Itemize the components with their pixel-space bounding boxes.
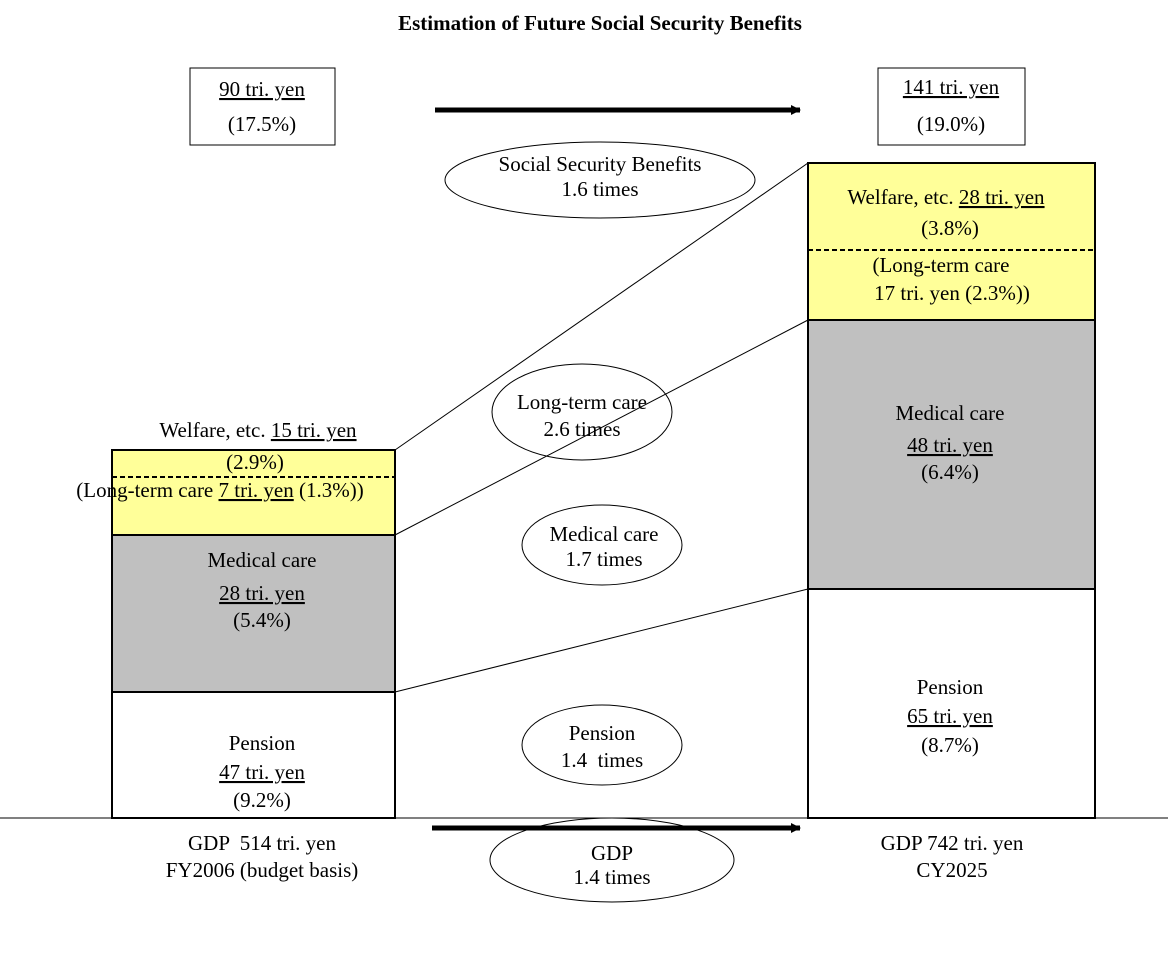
left-medical-label: Medical care	[207, 548, 316, 572]
label: Welfare, etc.	[159, 418, 265, 442]
left-welfare: Welfare, etc. 15 tri. yen	[159, 418, 357, 442]
label: Welfare, etc.	[847, 185, 953, 209]
right-gdp: GDP 742 tri. yen	[881, 831, 1024, 855]
ratio-ellipse	[489, 817, 735, 903]
right-ltc-label: (Long-term care	[872, 253, 1009, 277]
left-total-share: (17.5%)	[228, 112, 296, 136]
left-ltc: (Long-term care 7 tri. yen (1.3%))	[76, 478, 363, 502]
left-pension-block	[111, 691, 396, 819]
left-gdp: GDP 514 tri. yen	[188, 831, 336, 855]
label: (Long-term care	[76, 478, 213, 502]
left-total-box	[189, 67, 336, 146]
right-total: 141 tri. yen	[903, 75, 1000, 99]
left-medical-amount: 28 tri. yen	[219, 581, 305, 605]
ratio-ellipse	[521, 704, 683, 786]
right-pension-label: Pension	[917, 675, 984, 699]
right-welfare-share: (3.8%)	[921, 216, 979, 240]
left-medical-share: (5.4%)	[233, 608, 291, 632]
ratio-value: 1.4 times	[561, 748, 643, 772]
connector	[394, 319, 809, 536]
right-medical-label: Medical care	[895, 401, 1004, 425]
ratio-ellipse	[491, 363, 673, 461]
right-total-share: (19.0%)	[917, 112, 985, 136]
left-total: 90 tri. yen	[219, 77, 305, 101]
right-medical-amount: 48 tri. yen	[907, 433, 993, 457]
right-medical-share: (6.4%)	[921, 460, 979, 484]
amount: 15 tri. yen	[271, 418, 357, 442]
connector	[394, 162, 809, 451]
left-medical-block	[111, 534, 396, 693]
left-welfare-share: (2.9%)	[226, 450, 284, 474]
left-pension-label: Pension	[229, 731, 296, 755]
ratio-value: 1.6 times	[562, 177, 639, 201]
share: (1.3%))	[299, 478, 364, 502]
ratio-label: Long-term care	[517, 390, 647, 414]
right-medical-block	[807, 319, 1096, 590]
right-pension-block	[807, 588, 1096, 819]
left-pension-share: (9.2%)	[233, 788, 291, 812]
ratio-value: 1.4 times	[574, 865, 651, 889]
title: Estimation of Future Social Security Ben…	[398, 11, 802, 35]
right-pension-amount: 65 tri. yen	[907, 704, 993, 728]
ratio-label: Medical care	[549, 522, 658, 546]
ratio-ellipse	[444, 141, 756, 219]
ratio-label: Social Security Benefits	[499, 152, 702, 176]
amount: 28 tri. yen	[959, 185, 1045, 209]
amount: 7 tri. yen	[219, 478, 295, 502]
ratio-label: Pension	[569, 721, 636, 745]
left-pension-amount: 47 tri. yen	[219, 760, 305, 784]
right-pension-share: (8.7%)	[921, 733, 979, 757]
left-welfare-block	[111, 449, 396, 536]
right-welfare-block	[807, 162, 1096, 321]
connector	[394, 588, 809, 693]
right-total-box	[877, 67, 1026, 146]
left-period: FY2006 (budget basis)	[166, 858, 359, 882]
ratio-label: GDP	[591, 841, 633, 865]
right-ltc-detail: 17 tri. yen (2.3%))	[874, 281, 1030, 305]
right-welfare: Welfare, etc. 28 tri. yen	[847, 185, 1045, 209]
right-period: CY2025	[916, 858, 987, 882]
ratio-value: 2.6 times	[544, 417, 621, 441]
ratio-value: 1.7 times	[566, 547, 643, 571]
ratio-ellipse	[521, 504, 683, 586]
